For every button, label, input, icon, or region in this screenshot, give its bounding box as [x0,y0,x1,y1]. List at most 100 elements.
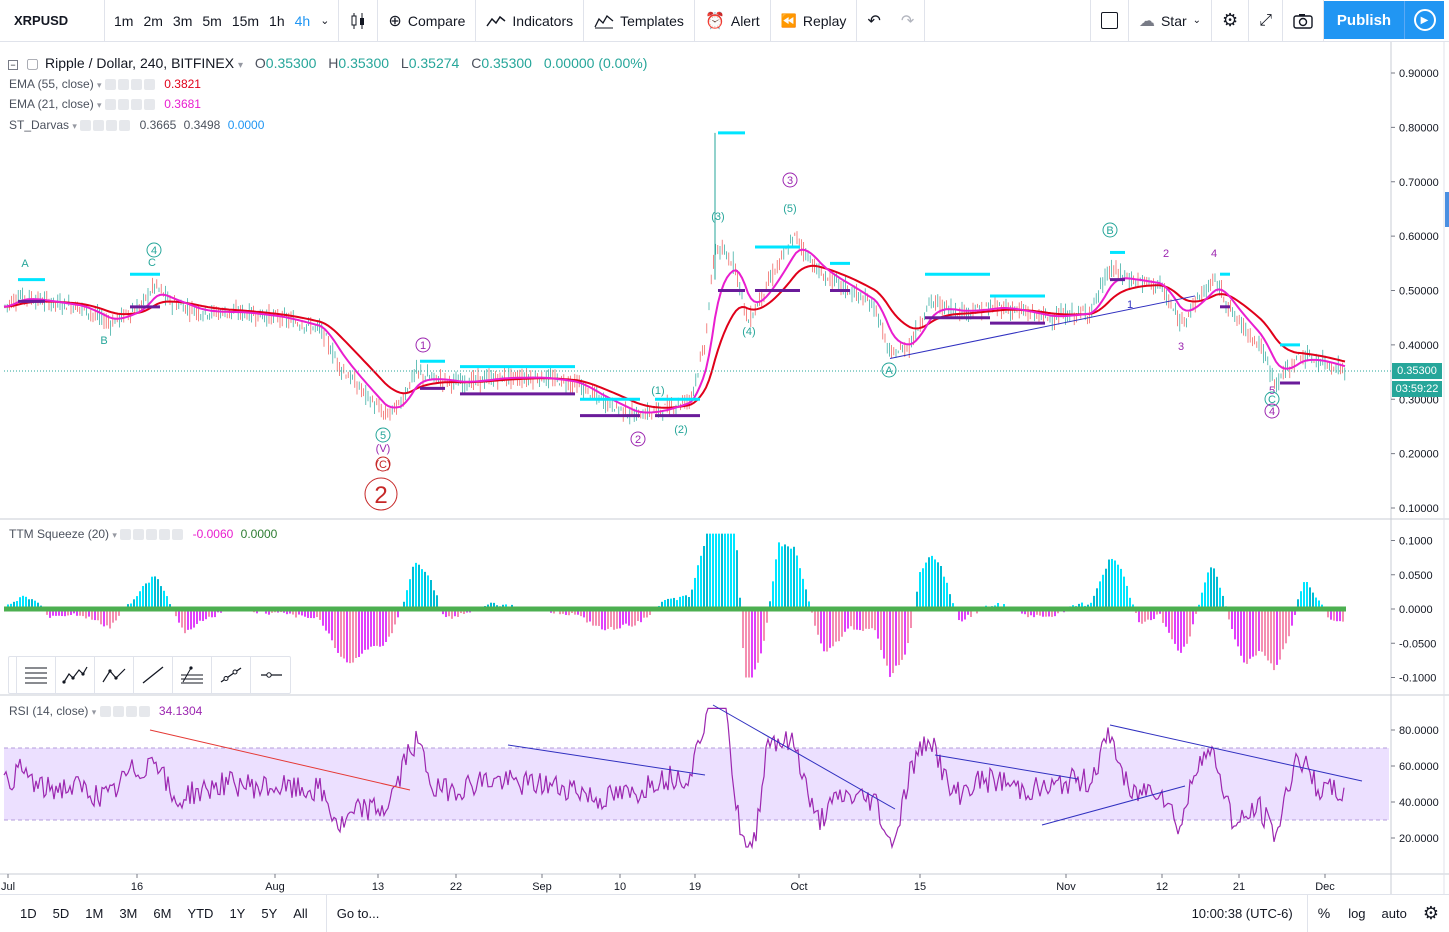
chart-area[interactable]: 0.90000 0.80000 0.70000 0.60000 0.50000 0.400… [0,42,1449,894]
ema55-legend[interactable]: EMA (55, close) ▾ 0.3821 [9,77,201,91]
close-icon[interactable] [143,99,155,111]
wave-circle [1264,403,1280,419]
replay-label: Replay [802,12,847,29]
collapse-icon[interactable]: − [8,60,18,70]
ema21-value: 0.3681 [164,97,201,111]
interval-4h[interactable]: 4h [294,12,311,29]
chevron-down-icon[interactable]: ▾ [91,707,97,717]
play-button[interactable]: ▶ [1404,1,1444,39]
drag-handle[interactable] [9,657,17,693]
close-icon[interactable] [143,79,155,91]
wave-circle [881,362,897,378]
ttm-legend[interactable]: TTM Squeeze (20) ▾ -0.0060 0.0000 [9,527,277,541]
percent-toggle[interactable]: % [1317,905,1331,921]
ttm-value2: 0.0000 [240,527,278,541]
clock[interactable]: 10:00:38 (UTC-6) [1191,905,1293,921]
chart-type-button[interactable] [339,0,379,42]
gear-icon[interactable] [117,99,129,111]
wave-circle [364,477,398,511]
range-5y[interactable]: 5Y [261,905,278,921]
chevron-down-icon[interactable]: ⌄ [320,15,330,27]
interval-3m[interactable]: 3m [172,12,193,29]
replay-button[interactable]: ⏪ Replay [771,0,858,42]
compare-button[interactable]: ⊕ Compare [378,0,477,42]
interval-15m[interactable]: 15m [231,12,260,29]
elliott-impulse-tool[interactable] [56,657,95,693]
snapshot-button[interactable] [1283,0,1324,42]
star-button[interactable]: ☁ Star ⌄ [1129,0,1213,42]
templates-button[interactable]: Templates [584,0,695,42]
gear-icon[interactable] [117,79,129,91]
chevron-down-icon[interactable]: ▾ [112,530,117,540]
time-label: 19 [689,881,701,893]
undo-button[interactable]: ↶ [857,0,890,42]
auto-toggle[interactable]: auto [1381,905,1407,921]
fullscreen-toggle-button[interactable] [1089,0,1129,42]
range-1m[interactable]: 1M [85,905,104,921]
close-icon[interactable] [138,706,150,718]
interval-5m[interactable]: 5m [202,12,222,29]
trend-line-tool[interactable] [134,657,173,693]
goto-button[interactable]: Go to... [336,905,380,921]
gear-icon[interactable]: ⚙ [1422,902,1439,923]
plus-icon[interactable] [106,120,118,132]
publish-button[interactable]: Publish [1324,1,1404,39]
chevron-down-icon[interactable]: ▾ [97,80,102,90]
interval-1h[interactable]: 1h [269,12,285,29]
range-1d[interactable]: 1D [20,905,37,921]
settings-button[interactable]: ⚙ [1212,0,1250,42]
ema21-legend[interactable]: EMA (21, close) ▾ 0.3681 [9,97,201,111]
eye-icon[interactable] [80,120,92,132]
indicators-button[interactable]: Indicators [476,0,585,42]
rsi-legend[interactable]: RSI (14, close) ▾ 34.1304 [9,704,202,718]
scrollbar-handle[interactable] [1445,192,1449,227]
darvas-value2: 0.3498 [183,118,221,132]
eye-icon[interactable] [120,529,132,541]
rsi-trend-line [1041,785,1186,826]
close-icon[interactable] [172,529,184,541]
wave-label: C [1268,394,1276,406]
price-label: 0.50000 [1399,286,1439,298]
chevron-down-icon[interactable]: ▾ [97,100,102,110]
range-5d[interactable]: 5D [52,905,70,921]
horizontal-ray-tool[interactable] [251,657,290,693]
main-legend[interactable]: − ▢ Ripple / Dollar, 240, BITFINEX ▾ O0.… [8,55,647,72]
alert-button[interactable]: ⏰ Alert [695,0,771,42]
fib-retracement-tool[interactable] [17,657,56,693]
bottom-toolbar: 1D 5D 1M 3M 6M YTD 1Y 5Y All Go to... 10… [0,894,1449,932]
wave-label: 5 [380,430,386,442]
range-6m[interactable]: 6M [153,905,172,921]
darvas-legend[interactable]: ST_Darvas ▾ 0.3665 0.3498 0.0000 [9,118,264,132]
chevron-down-icon[interactable]: ▾ [72,121,77,131]
range-all[interactable]: All [293,905,308,921]
eye-icon[interactable] [104,99,116,111]
plus-icon[interactable] [130,79,142,91]
range-3m[interactable]: 3M [119,905,138,921]
elliott-correction-tool[interactable] [95,657,134,693]
gear-icon[interactable] [133,529,145,541]
plus-icon[interactable] [125,706,137,718]
chevron-down-icon[interactable]: ▾ [237,60,244,71]
plus-icon[interactable] [159,529,171,541]
rsi-name: RSI (14, close) [9,704,89,718]
star-label: Star [1160,12,1187,29]
ray-tool[interactable] [212,657,251,693]
interval-1m[interactable]: 1m [114,12,134,29]
log-toggle[interactable]: log [1348,905,1366,921]
redo-button[interactable]: ↷ [891,0,926,42]
plus-icon[interactable] [130,99,142,111]
range-ytd[interactable]: YTD [187,905,214,921]
eye-icon[interactable] [104,79,116,91]
fib-fan-tool[interactable] [173,657,212,693]
symbol-search[interactable]: XRPUSD [0,0,105,42]
chart-canvas[interactable]: 0.90000 0.80000 0.70000 0.60000 0.50000 0.400… [0,42,1449,894]
gear-icon[interactable] [93,120,105,132]
range-1y[interactable]: 1Y [229,905,246,921]
brackets-icon[interactable] [146,529,158,541]
expand-button[interactable]: ⤢ [1249,0,1283,42]
interval-2m[interactable]: 2m [143,12,163,29]
eye-icon[interactable] [99,706,111,718]
close-icon[interactable] [119,120,131,132]
drawing-toolbar [8,656,291,694]
gear-icon[interactable] [112,706,124,718]
